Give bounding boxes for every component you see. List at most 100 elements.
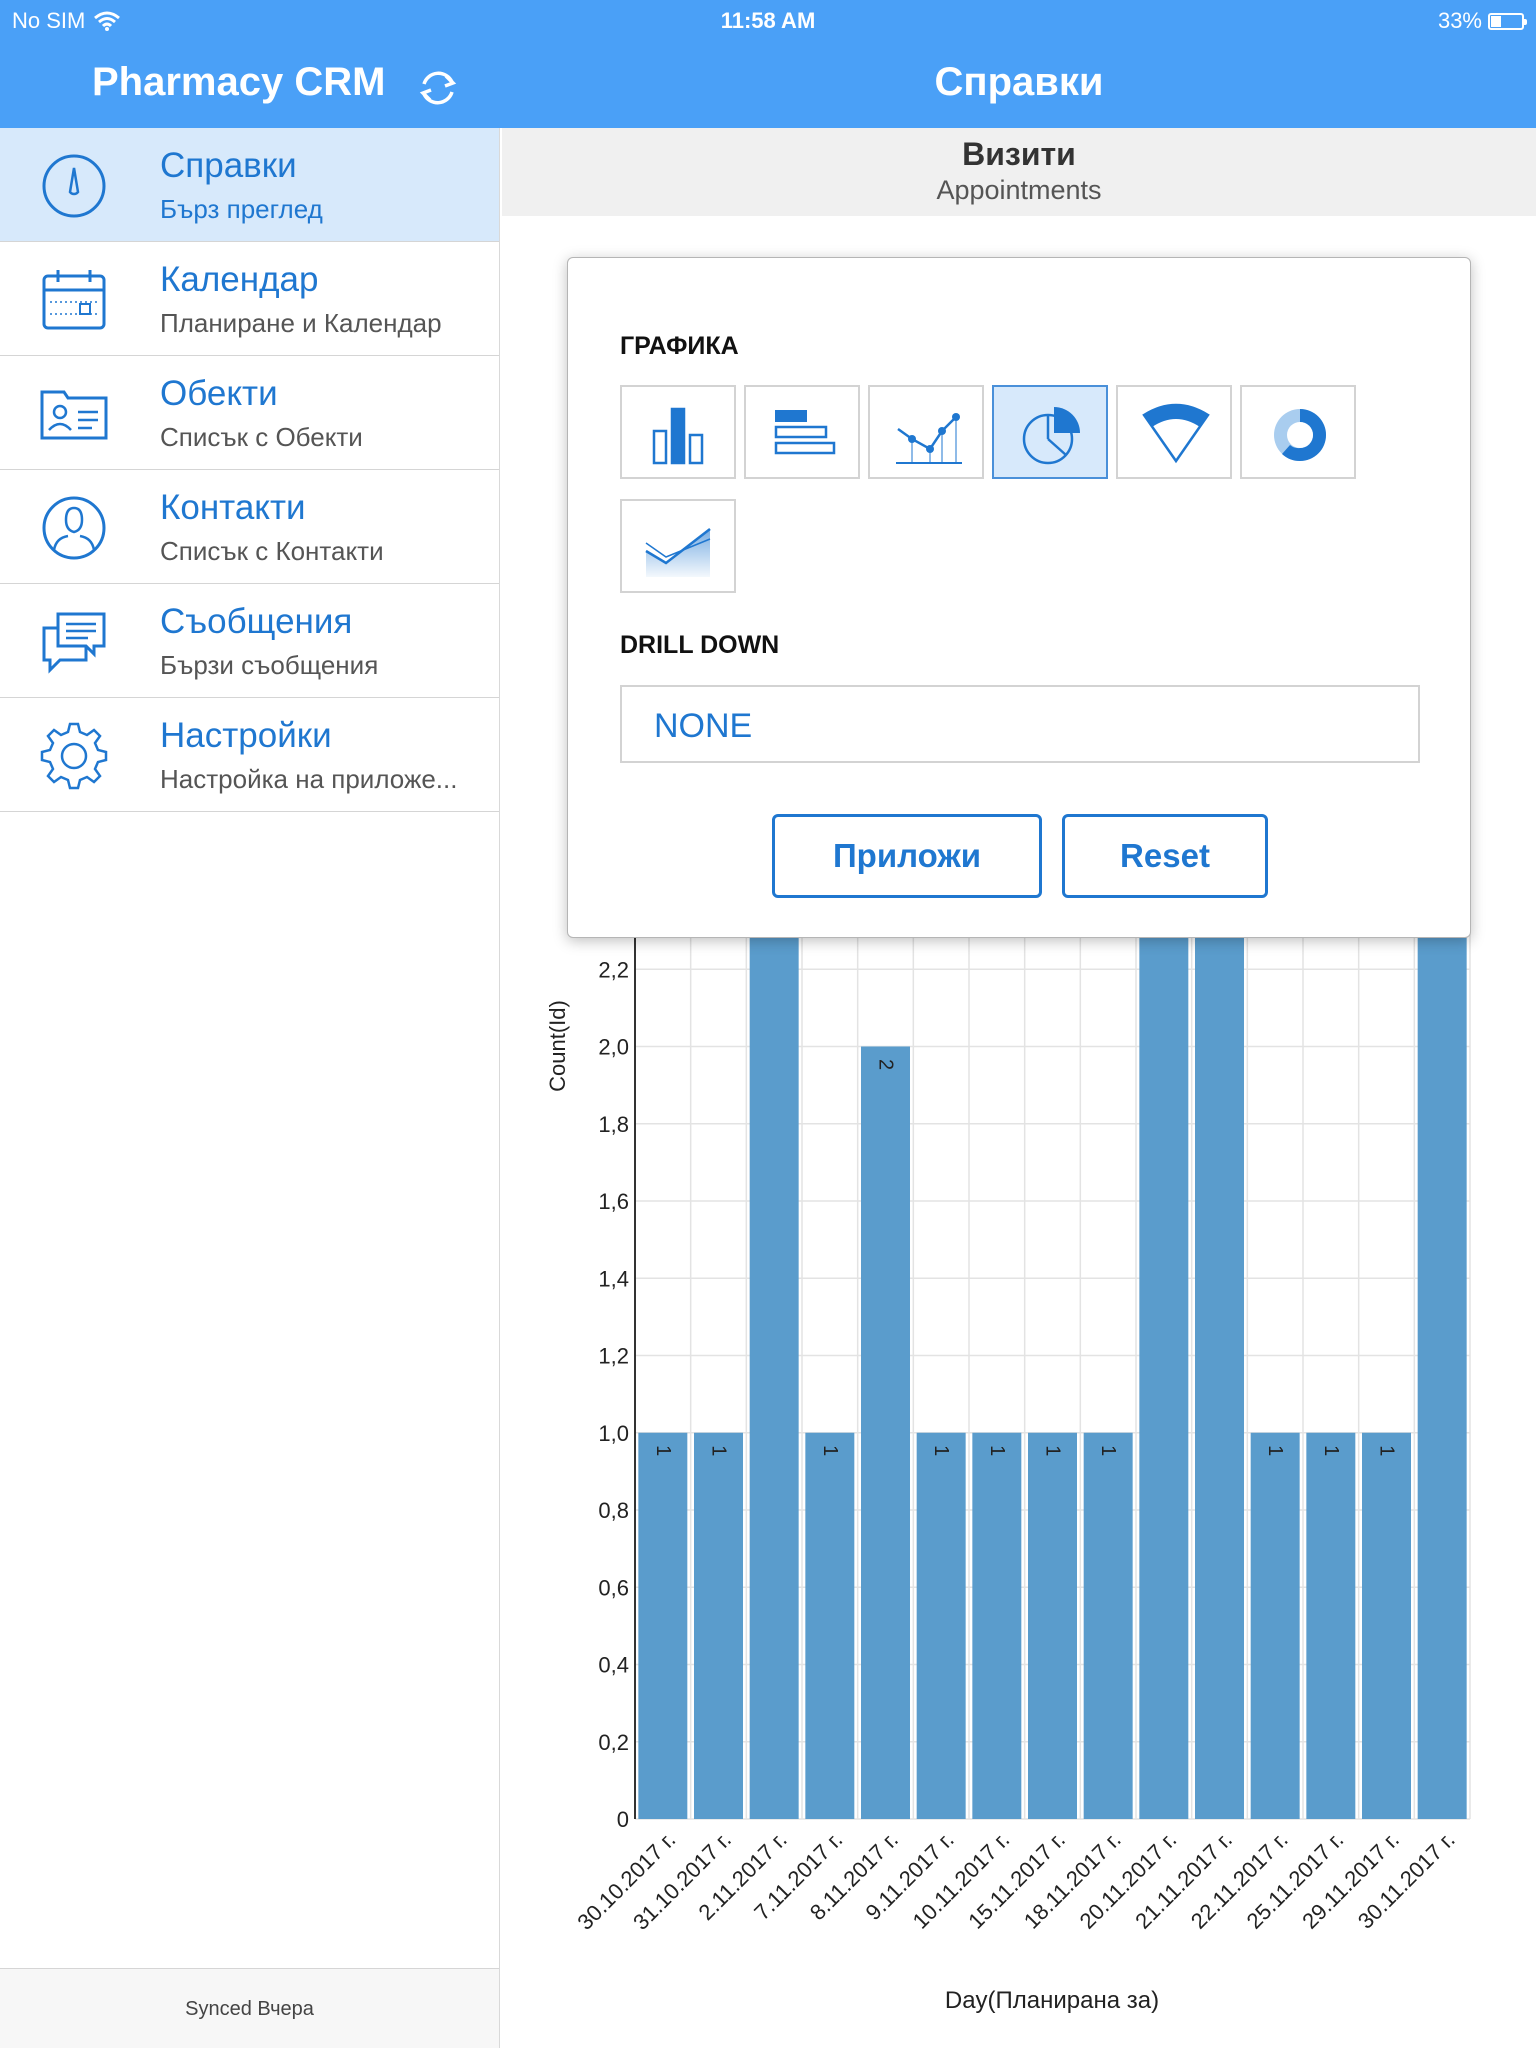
bar-data-label: 1 xyxy=(1376,1445,1398,1456)
battery-icon xyxy=(1488,12,1527,30)
clock: 11:58 AM xyxy=(720,8,816,33)
y-tick-label: 1,2 xyxy=(598,1344,629,1369)
sidebar-item-reports[interactable]: Справки Бърз преглед xyxy=(0,128,499,242)
sidebar-item-settings[interactable]: Настройки Настройка на приложе... xyxy=(0,698,499,812)
sidebar-item-label: Календар xyxy=(160,260,319,299)
chat-icon xyxy=(42,612,106,674)
pie-chart-icon xyxy=(1022,407,1080,465)
sidebar-item-objects[interactable]: Обекти Списък с Обекти xyxy=(0,356,499,470)
vertical-bar-chart-icon xyxy=(652,407,704,465)
y-tick-label: 0,2 xyxy=(598,1730,629,1755)
y-tick-label: 1,0 xyxy=(598,1421,629,1446)
page-title: Справки xyxy=(934,60,1104,104)
apply-button[interactable]: Приложи xyxy=(772,814,1042,898)
bar[interactable] xyxy=(1306,1432,1356,1819)
bar[interactable] xyxy=(916,1432,966,1819)
chart-type-funnel[interactable] xyxy=(1116,385,1232,479)
sidebar-item-sublabel: Настройка на приложе... xyxy=(160,764,458,794)
sync-icon[interactable] xyxy=(414,64,462,112)
bar[interactable] xyxy=(972,1432,1022,1819)
bar-data-label: 1 xyxy=(1320,1445,1342,1456)
drill-down-section-title: DRILL DOWN xyxy=(620,631,780,659)
gauge-icon xyxy=(42,154,106,218)
bar-data-label: 1 xyxy=(1097,1445,1119,1456)
sidebar-item-label: Настройки xyxy=(160,716,332,755)
chart-type-donut[interactable] xyxy=(1240,385,1356,479)
calendar-icon xyxy=(42,270,106,330)
id-card-icon xyxy=(40,390,108,440)
chart-type-horizontal-bar[interactable] xyxy=(744,385,860,479)
bar[interactable] xyxy=(1250,1432,1300,1819)
status-left: No SIM xyxy=(12,8,121,34)
bar-chart: 1 1 1 2 1 1 1 1 1 1 1 0 0,2 0,4 0,6 0,8 1,0 1,2 1,4 1,6 1,8… xyxy=(545,262,1471,2014)
bar[interactable] xyxy=(861,1046,910,1820)
donut-chart-icon xyxy=(1274,409,1326,462)
sidebar-item-sublabel: Списък с Обекти xyxy=(160,422,363,452)
bar-data-label: 1 xyxy=(819,1445,841,1456)
gear-icon xyxy=(40,722,108,790)
y-tick-label: 2,0 xyxy=(598,1035,629,1060)
bar-data-label: 2 xyxy=(875,1059,897,1070)
chart-type-line[interactable] xyxy=(868,385,984,479)
sidebar-item-sublabel: Планиране и Календар xyxy=(160,308,442,338)
sidebar-item-calendar[interactable]: Календар Планиране и Календар xyxy=(0,242,499,356)
status-right: 33% xyxy=(1437,8,1527,34)
y-tick-label: 0,8 xyxy=(598,1498,629,1523)
bar[interactable] xyxy=(1083,1432,1133,1819)
y-tick-label: 1,6 xyxy=(598,1189,629,1214)
sidebar-item-contacts[interactable]: Контакти Списък с Контакти xyxy=(0,470,499,584)
carrier-label: No SIM xyxy=(12,8,86,33)
report-subtitle: Appointments xyxy=(936,175,1102,205)
y-tick-label: 0 xyxy=(617,1807,629,1832)
status-bar: No SIM 11:58 AM 33% xyxy=(0,0,1536,40)
drill-down-select[interactable]: NONE xyxy=(620,685,1420,763)
report-title: Визити xyxy=(962,136,1076,172)
app-title: Pharmacy CRM xyxy=(92,60,386,104)
y-axis-label: Count(Id) xyxy=(545,1000,570,1092)
bar-data-label: 1 xyxy=(930,1445,952,1456)
y-tick-label: 1,4 xyxy=(598,1266,629,1291)
sidebar: Справки Бърз преглед Календар Планиране … xyxy=(0,128,500,2048)
reset-button[interactable]: Reset xyxy=(1062,814,1268,898)
sync-status: Synced Вчера xyxy=(0,1968,499,2048)
chart-settings-popover: ГРАФИКА xyxy=(567,257,1471,938)
sidebar-item-label: Справки xyxy=(160,146,297,185)
chart-type-section-title: ГРАФИКА xyxy=(620,332,739,360)
bar-data-label: 1 xyxy=(708,1445,730,1456)
funnel-gauge-icon xyxy=(1142,403,1210,464)
horizontal-bar-chart-icon xyxy=(774,410,836,455)
bar-data-label: 1 xyxy=(652,1445,674,1456)
sidebar-item-label: Съобщения xyxy=(160,602,353,641)
drill-down-value: NONE xyxy=(654,707,753,745)
battery-percent: 33% xyxy=(1437,8,1482,33)
x-tick-label: 30.11.2017 г. xyxy=(1353,1827,1460,1934)
y-tick-label: 1,8 xyxy=(598,1112,629,1137)
y-tick-label: 0,6 xyxy=(598,1575,629,1600)
person-icon xyxy=(42,496,106,560)
x-axis-label: Day(Планирана за) xyxy=(945,1987,1159,2014)
sidebar-item-sublabel: Бърз преглед xyxy=(160,194,323,224)
bar-data-label: 1 xyxy=(986,1445,1008,1456)
sidebar-item-sublabel: Списък с Контакти xyxy=(160,536,384,566)
y-tick-label: 2,2 xyxy=(598,957,629,982)
chart-type-area[interactable] xyxy=(620,499,736,593)
chart-type-pie[interactable] xyxy=(992,385,1108,479)
sidebar-item-messages[interactable]: Съобщения Бързи съобщения xyxy=(0,584,499,698)
report-header: Визити Appointments xyxy=(502,128,1536,216)
bar[interactable] xyxy=(805,1432,855,1819)
wifi-icon xyxy=(94,11,121,31)
area-chart-icon xyxy=(645,528,711,577)
bar-data-label: 1 xyxy=(1264,1445,1286,1456)
bar[interactable] xyxy=(638,1432,688,1819)
bar[interactable] xyxy=(1028,1432,1077,1819)
chart-type-vertical-bar[interactable] xyxy=(620,385,736,479)
bar-data-label: 1 xyxy=(1042,1445,1064,1456)
y-tick-label: 0,4 xyxy=(598,1653,629,1678)
sidebar-item-sublabel: Бързи съобщения xyxy=(160,650,379,680)
bar[interactable] xyxy=(1362,1432,1411,1819)
sidebar-item-label: Контакти xyxy=(160,488,306,527)
bar[interactable] xyxy=(694,1432,743,1819)
sidebar-item-label: Обекти xyxy=(160,374,278,413)
line-chart-icon xyxy=(896,413,962,464)
nav-bar: Pharmacy CRM Справки xyxy=(0,40,1536,128)
